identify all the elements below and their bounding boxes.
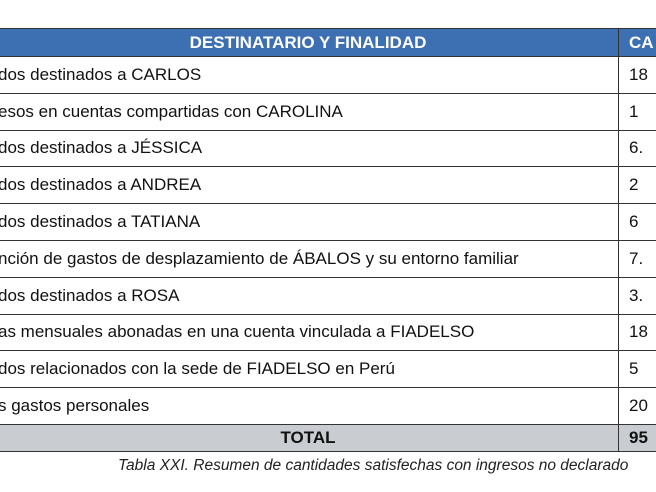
table-cell: 18 xyxy=(629,322,648,342)
table-row: esos en cuentas compartidas con CAROLINA… xyxy=(0,93,656,131)
table-row: dos destinados a ROSA 3. xyxy=(0,277,656,315)
table-row: nción de gastos de desplazamiento de ÁBA… xyxy=(0,241,656,278)
table-cell: 6 xyxy=(629,212,639,232)
table-cell: esos en cuentas compartidas con CAROLINA xyxy=(0,93,619,130)
table-header: DESTINATARIO Y FINALIDAD CA xyxy=(0,28,656,57)
table-row: dos destinados a ANDREA 2 xyxy=(0,167,656,205)
table-cell: dos destinados a CARLOS xyxy=(0,57,619,93)
caption: Tabla XXI. Resumen de cantidades satisfe… xyxy=(118,457,629,474)
table-cell: 6. xyxy=(629,138,644,158)
table-cell: s gastos personales xyxy=(0,388,619,424)
table-cell: dos destinados a ROSA xyxy=(0,277,619,314)
table-cell: 3. xyxy=(629,285,644,305)
header-cell: CA xyxy=(629,32,654,52)
table-cell: dos relacionados con la sede de FIADELSO… xyxy=(0,351,619,388)
header-cell: DESTINATARIO Y FINALIDAD xyxy=(0,29,619,56)
table-cell: as mensuales abonadas en una cuenta vinc… xyxy=(0,314,619,351)
table-row: dos destinados a CARLOS 18 xyxy=(0,57,656,94)
table-cell: TOTAL xyxy=(0,425,619,451)
total-row: TOTAL 95 xyxy=(0,425,656,452)
table-row: dos destinados a TATIANA 6 xyxy=(0,204,656,241)
table-cell: 1 xyxy=(629,101,639,121)
table-cell: 95 xyxy=(629,428,648,447)
table-cell: 18 xyxy=(629,64,648,84)
table-cell: nción de gastos de desplazamiento de ÁBA… xyxy=(0,241,619,277)
table-cell: dos destinados a JÉSSICA xyxy=(0,130,619,167)
table-cell: 5 xyxy=(629,359,639,379)
table-row: dos destinados a JÉSSICA 6. xyxy=(0,130,656,168)
table-cell: dos destinados a ANDREA xyxy=(0,167,619,204)
table-cell: 20 xyxy=(629,396,648,416)
table-row: as mensuales abonadas en una cuenta vinc… xyxy=(0,314,656,352)
table-cell: 7. xyxy=(629,248,644,268)
table-row: dos relacionados con la sede de FIADELSO… xyxy=(0,351,656,389)
table-cell: 2 xyxy=(629,175,639,195)
table-cell: dos destinados a TATIANA xyxy=(0,204,619,240)
table-row: s gastos personales 20 xyxy=(0,388,656,425)
